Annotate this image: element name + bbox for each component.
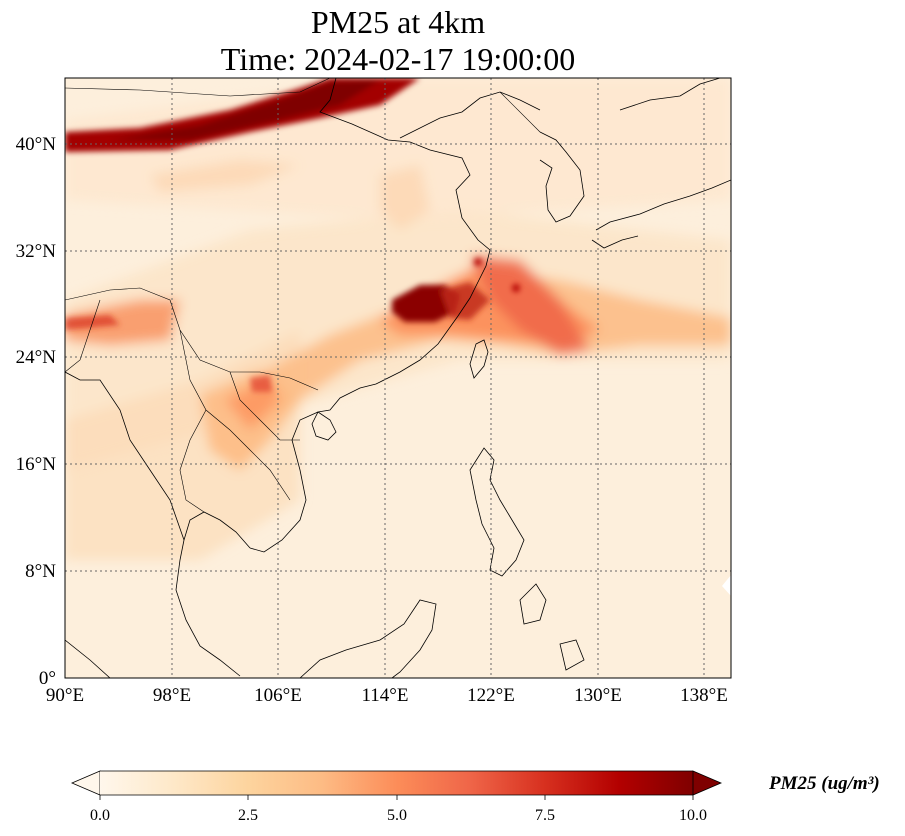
lat-tick-label: 24°N: [16, 347, 57, 368]
colorbar-tick-label: 2.5: [238, 807, 258, 824]
lat-tick-label: 0°: [39, 668, 56, 689]
colorbar-label: PM25 (ug/m³): [769, 773, 880, 794]
lon-tick-label: 130°E: [574, 685, 622, 706]
colorbar-tick-label: 7.5: [535, 807, 555, 824]
map-title: PM25 at 4km: [310, 4, 486, 40]
map-time-subtitle: Time: 2024-02-17 19:00:00: [220, 41, 576, 77]
map-frame: [64, 77, 732, 679]
colorbar-extend-min: [70, 770, 101, 796]
colorbar-tick-label: 0.0: [90, 807, 110, 824]
country-borders: [65, 78, 541, 513]
colorbar-gradient: [100, 771, 693, 795]
lon-tick-label: 138°E: [680, 685, 728, 706]
lon-tick-label: 114°E: [362, 685, 409, 706]
lat-tick-label: 40°N: [16, 134, 57, 155]
lon-tick-label: 98°E: [153, 685, 191, 706]
lat-tick-label: 32°N: [16, 241, 57, 262]
map-panel: [64, 77, 732, 679]
lon-tick-label: 90°E: [46, 685, 84, 706]
graticule: [65, 78, 731, 678]
colorbar-tick-label: 10.0: [679, 807, 707, 824]
colorbar-extend-max: [692, 770, 723, 796]
pm25-field: [65, 78, 731, 596]
colorbar: 0.0 2.5 5.0 7.5 10.0: [70, 770, 723, 824]
coastlines: [65, 78, 731, 678]
latitude-tick-labels: 0° 8°N 16°N 24°N 32°N 40°N: [16, 134, 57, 689]
lon-tick-label: 106°E: [254, 685, 302, 706]
lat-tick-label: 16°N: [16, 454, 57, 475]
colorbar-tick-label: 5.0: [387, 807, 407, 824]
lon-tick-label: 122°E: [467, 685, 515, 706]
lat-tick-label: 8°N: [25, 561, 56, 582]
longitude-tick-labels: 90°E 98°E 106°E 114°E 122°E 130°E 138°E: [46, 685, 728, 706]
